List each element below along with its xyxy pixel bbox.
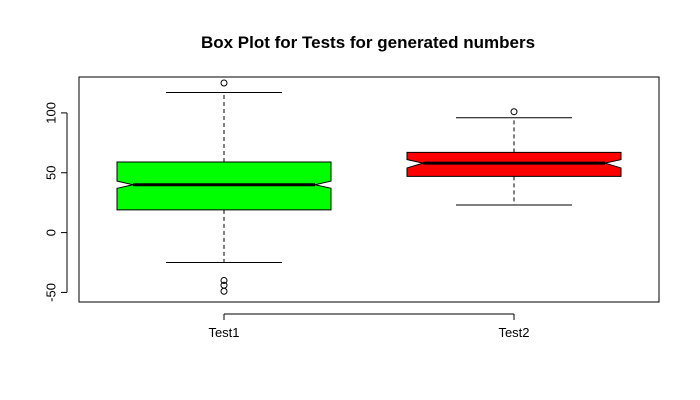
y-tick-label: 100 bbox=[44, 102, 59, 124]
chart-title: Box Plot for Tests for generated numbers bbox=[201, 33, 535, 52]
y-tick-label: 50 bbox=[44, 166, 59, 180]
outlier-point bbox=[510, 108, 518, 116]
y-tick-label: 0 bbox=[44, 229, 59, 236]
x-tick-label: Test1 bbox=[208, 325, 239, 340]
box-upper-half bbox=[406, 151, 622, 164]
y-tick-label: -50 bbox=[44, 283, 59, 302]
box-upper-half bbox=[116, 161, 332, 186]
boxes-layer bbox=[116, 79, 622, 295]
x-tick-label: Test2 bbox=[498, 325, 529, 340]
y-axis: -50 0 50 100 bbox=[44, 102, 68, 302]
box-lower-half bbox=[116, 184, 332, 211]
box-lower-half bbox=[406, 162, 622, 177]
x-axis: Test1 Test2 bbox=[208, 313, 530, 340]
box-test1 bbox=[116, 79, 332, 295]
outlier-point bbox=[220, 276, 228, 284]
plot-frame bbox=[78, 76, 660, 303]
outlier-point bbox=[220, 287, 228, 295]
box-test2 bbox=[406, 108, 622, 206]
outlier-point bbox=[220, 79, 228, 87]
